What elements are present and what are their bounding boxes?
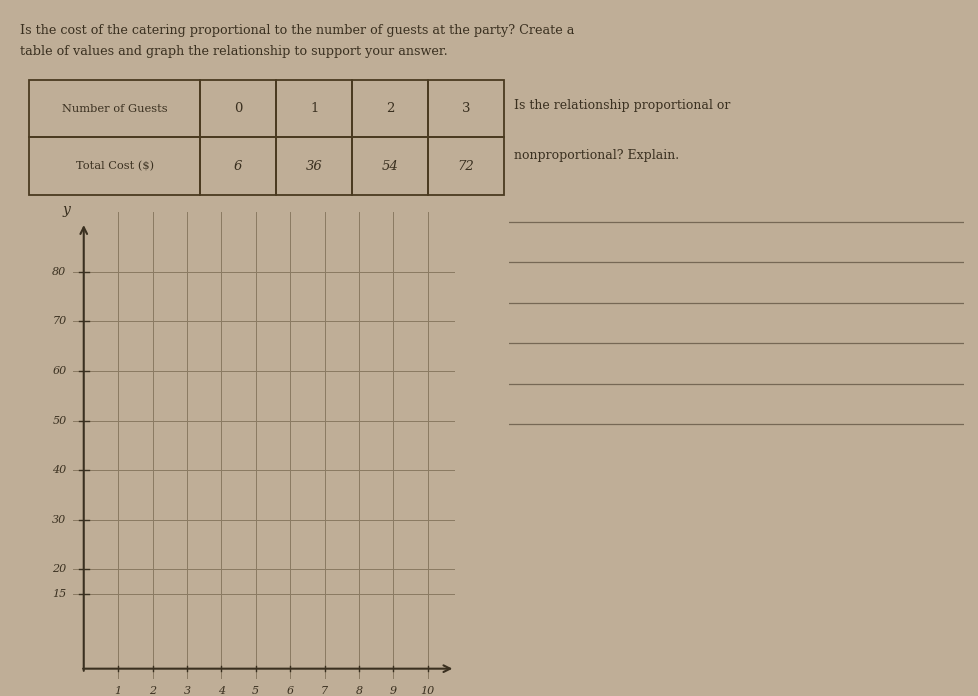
Bar xyxy=(427,138,504,195)
Text: table of values and graph the relationship to support your answer.: table of values and graph the relationsh… xyxy=(20,45,447,58)
Text: 6: 6 xyxy=(234,159,243,173)
Text: 2: 2 xyxy=(385,102,394,116)
Bar xyxy=(427,80,504,138)
Text: 20: 20 xyxy=(52,564,67,574)
Bar xyxy=(200,80,276,138)
Text: nonproportional? Explain.: nonproportional? Explain. xyxy=(513,149,678,162)
Text: 60: 60 xyxy=(52,366,67,376)
Text: y: y xyxy=(63,203,70,217)
Text: 30: 30 xyxy=(52,515,67,525)
Text: 36: 36 xyxy=(305,159,323,173)
Text: 15: 15 xyxy=(52,590,67,599)
Text: 80: 80 xyxy=(52,267,67,277)
Text: 40: 40 xyxy=(52,465,67,475)
Text: 4: 4 xyxy=(217,686,225,696)
Text: 8: 8 xyxy=(355,686,362,696)
Bar xyxy=(352,80,427,138)
Text: Number of Guests: Number of Guests xyxy=(62,104,167,113)
Text: 70: 70 xyxy=(52,317,67,326)
Text: 50: 50 xyxy=(52,416,67,426)
Text: 3: 3 xyxy=(462,102,470,116)
Text: 2: 2 xyxy=(149,686,156,696)
Text: Is the relationship proportional or: Is the relationship proportional or xyxy=(513,99,730,111)
Text: Total Cost ($): Total Cost ($) xyxy=(75,161,154,171)
Text: 7: 7 xyxy=(321,686,328,696)
Text: Is the cost of the catering proportional to the number of guests at the party? C: Is the cost of the catering proportional… xyxy=(20,24,573,38)
Text: 0: 0 xyxy=(234,102,243,116)
Text: 1: 1 xyxy=(114,686,121,696)
Text: 10: 10 xyxy=(421,686,434,696)
Text: 6: 6 xyxy=(287,686,293,696)
Bar xyxy=(276,138,352,195)
Bar xyxy=(200,138,276,195)
Text: 72: 72 xyxy=(458,159,474,173)
Text: 3: 3 xyxy=(183,686,191,696)
Bar xyxy=(29,80,200,138)
Bar xyxy=(276,80,352,138)
Bar xyxy=(29,138,200,195)
Text: 54: 54 xyxy=(381,159,398,173)
Text: 9: 9 xyxy=(389,686,396,696)
Text: 5: 5 xyxy=(252,686,259,696)
Text: 1: 1 xyxy=(310,102,318,116)
Bar xyxy=(352,138,427,195)
